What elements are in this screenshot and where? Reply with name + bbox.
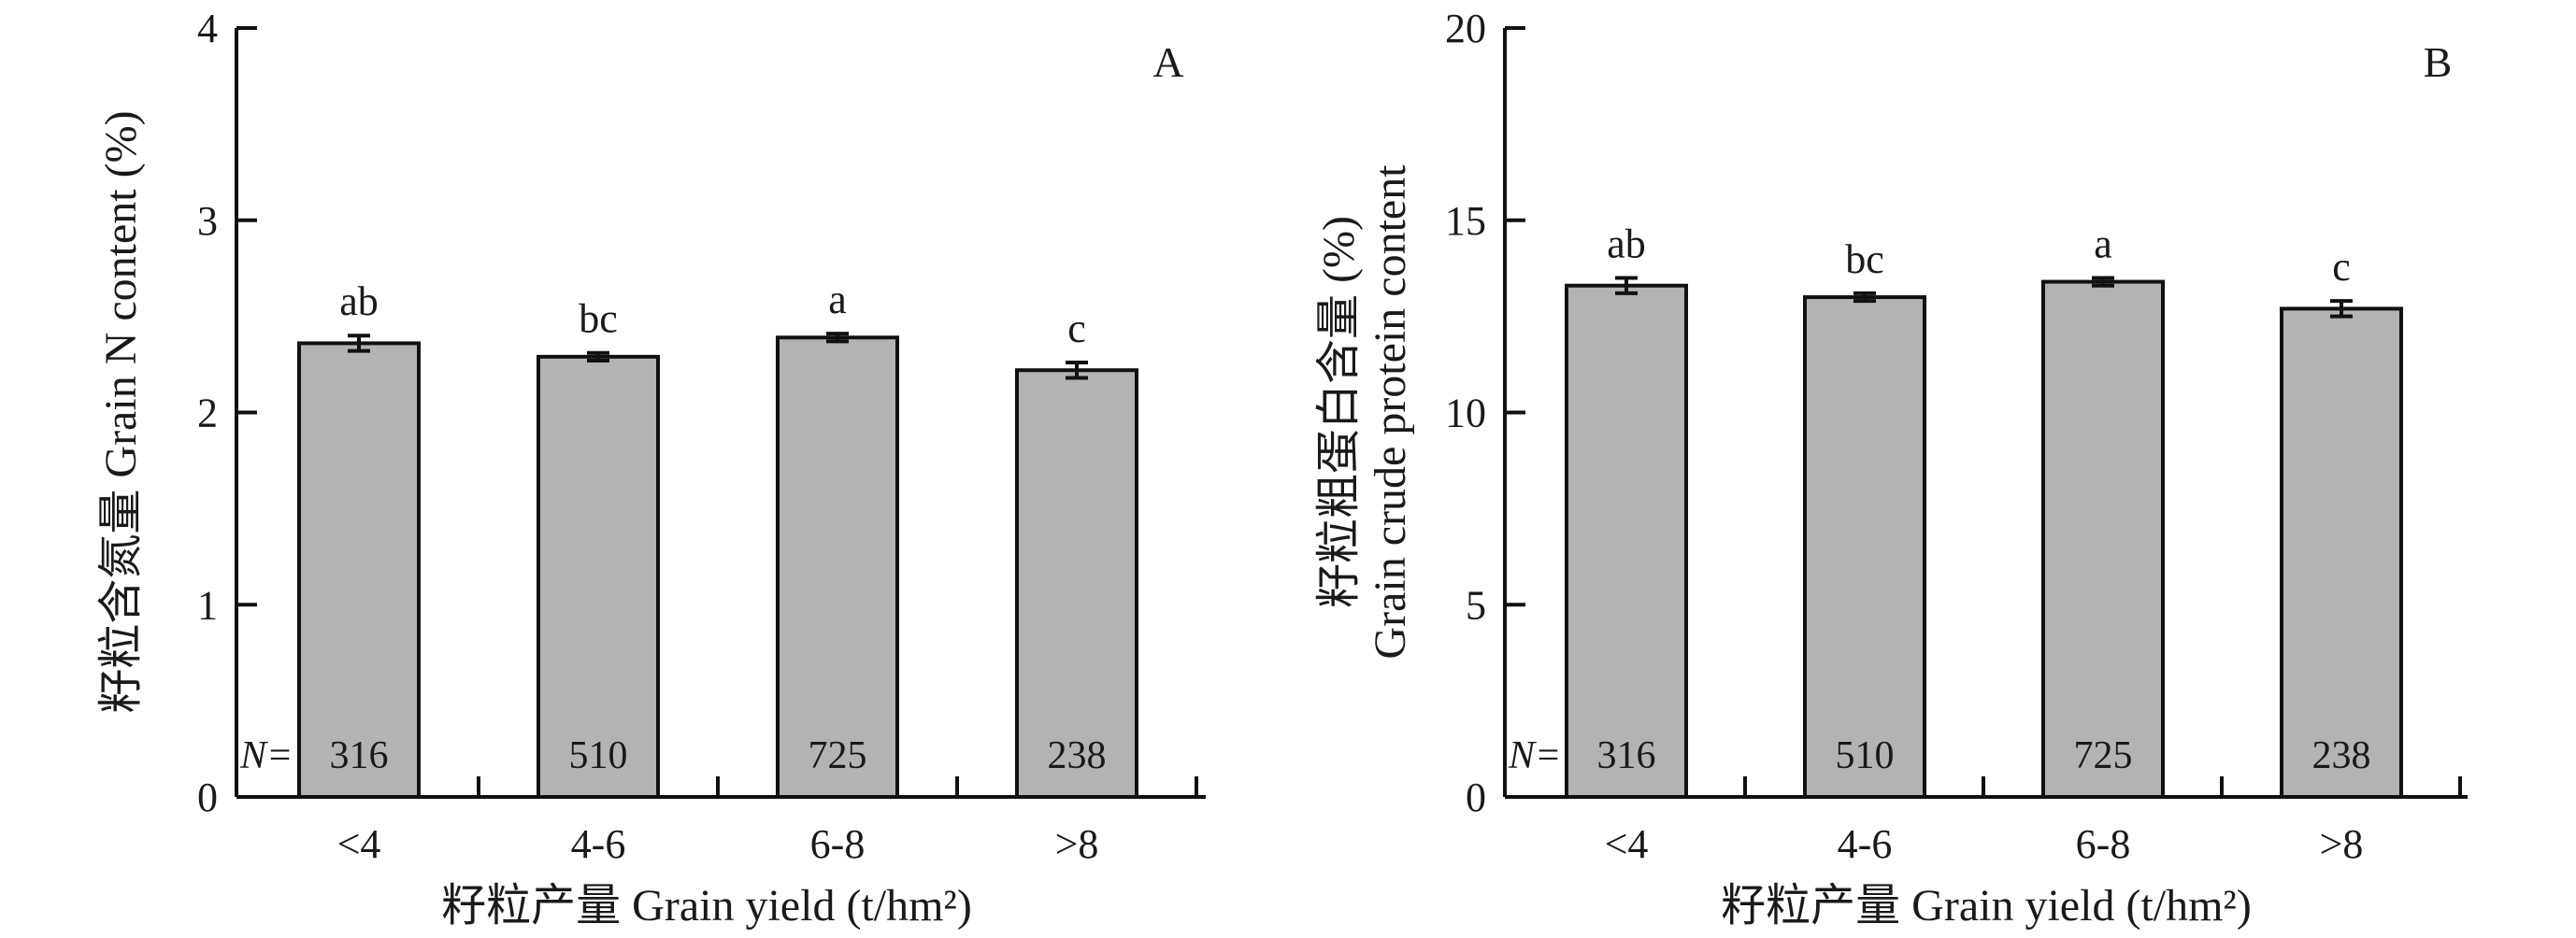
- x-tick-label: 4-6: [1838, 821, 1893, 867]
- x-tick-label: >8: [2320, 821, 2364, 867]
- significance-letter: bc: [579, 296, 618, 342]
- y-axis-title: 籽粒含氮量 Grain N content (%): [96, 110, 146, 713]
- x-axis-title: 籽粒产量 Grain yield (t/hm²): [1721, 881, 2252, 931]
- x-tick-label: <4: [1605, 821, 1649, 867]
- n-label: N=: [239, 734, 293, 777]
- bar: [537, 354, 660, 799]
- x-tick-label: 6-8: [810, 821, 866, 867]
- bar: [776, 335, 899, 799]
- y-tick-label: 0: [1466, 775, 1486, 820]
- y-tick-label: 4: [197, 6, 218, 51]
- panel-label: B: [2424, 38, 2453, 86]
- bar: [1015, 368, 1138, 799]
- y-tick-label: 5: [1466, 582, 1486, 628]
- y-tick-label: 20: [1445, 6, 1486, 51]
- n-value: 238: [2312, 734, 2371, 777]
- significance-letter: a: [2094, 220, 2112, 266]
- significance-letter: c: [1067, 306, 1086, 351]
- y-axis-title-line2: Grain crude protein content: [1366, 164, 1415, 660]
- y-tick-label: 1: [197, 582, 218, 628]
- significance-letter: a: [828, 277, 847, 322]
- significance-letter: c: [2332, 244, 2351, 290]
- x-tick-label: 4-6: [571, 821, 626, 867]
- y-axis-title-line1: 籽粒粗蛋白含量 (%): [1314, 216, 1364, 608]
- y-tick-label: 0: [197, 775, 218, 820]
- bar: [1565, 283, 1688, 799]
- bar: [297, 341, 421, 799]
- n-value: 238: [1048, 734, 1107, 777]
- x-tick-label: <4: [337, 821, 381, 867]
- n-value: 316: [1597, 734, 1656, 777]
- n-value: 510: [1836, 734, 1895, 777]
- y-tick-label: 2: [197, 391, 218, 436]
- bar: [2041, 279, 2165, 799]
- n-value: 510: [569, 734, 628, 777]
- y-tick-label: 15: [1445, 198, 1486, 244]
- significance-letter: ab: [339, 278, 379, 324]
- significance-letter: bc: [1845, 236, 1884, 282]
- x-tick-label: >8: [1055, 821, 1099, 867]
- x-tick-label: 6-8: [2076, 821, 2131, 867]
- y-tick-label: 10: [1445, 391, 1486, 436]
- n-value: 725: [809, 734, 867, 777]
- bar: [1803, 295, 1926, 799]
- bar: [2280, 306, 2403, 799]
- x-axis-title: 籽粒产量 Grain yield (t/hm²): [441, 881, 972, 931]
- y-tick-label: 3: [197, 198, 218, 244]
- panel-label: A: [1152, 38, 1183, 86]
- significance-letter: ab: [1607, 220, 1646, 266]
- n-label: N=: [1508, 734, 1561, 777]
- n-value: 725: [2074, 734, 2133, 777]
- n-value: 316: [330, 734, 389, 777]
